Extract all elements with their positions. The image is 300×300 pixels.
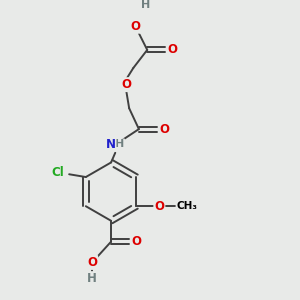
Text: O: O <box>160 123 170 136</box>
Text: O: O <box>132 235 142 248</box>
Text: O: O <box>122 78 131 91</box>
Text: H: H <box>141 0 151 11</box>
Text: H: H <box>87 272 97 285</box>
Text: Cl: Cl <box>52 167 64 179</box>
Text: O: O <box>87 256 97 269</box>
Text: N: N <box>106 138 116 151</box>
Text: H: H <box>115 140 124 149</box>
Text: O: O <box>130 20 140 33</box>
Text: O: O <box>168 44 178 56</box>
Text: O: O <box>154 200 164 213</box>
Text: CH₃: CH₃ <box>176 201 197 211</box>
